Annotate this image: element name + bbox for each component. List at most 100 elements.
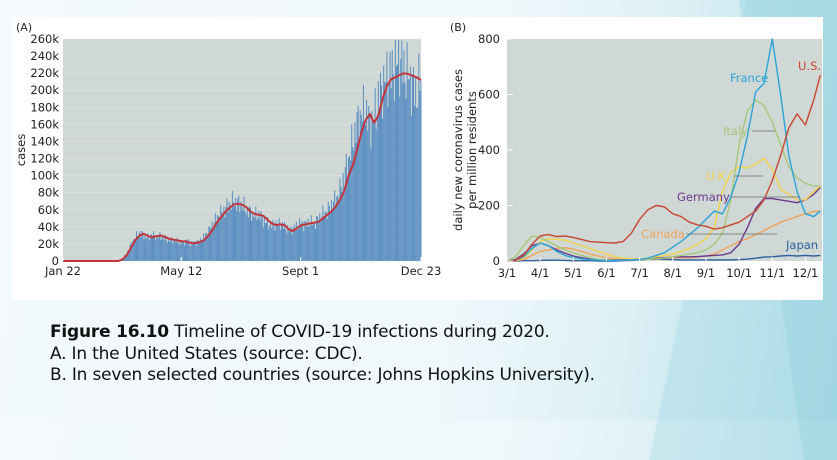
- bar: [160, 240, 162, 261]
- bar: [339, 178, 341, 261]
- series-line-japan: [507, 254, 821, 262]
- y-tick-label: 240k: [30, 49, 59, 63]
- bar: [144, 234, 146, 261]
- bar: [259, 220, 261, 261]
- bar: [330, 200, 332, 261]
- bar: [150, 234, 152, 261]
- bar: [419, 90, 421, 262]
- bar: [354, 122, 356, 261]
- bar: [393, 101, 395, 261]
- bar: [390, 88, 392, 262]
- bar: [420, 80, 422, 261]
- bar: [164, 235, 166, 261]
- bar: [255, 206, 257, 261]
- bar: [336, 196, 338, 261]
- bar: [210, 229, 212, 261]
- bar: [343, 185, 345, 261]
- bar: [241, 206, 243, 261]
- bar: [346, 178, 348, 261]
- y-tick-label: 60k: [38, 203, 60, 217]
- bar: [269, 225, 271, 261]
- bar: [335, 206, 337, 261]
- bar: [316, 215, 318, 261]
- bar: [134, 238, 136, 261]
- bar: [265, 223, 267, 261]
- bar: [177, 242, 179, 261]
- bar: [322, 205, 324, 261]
- bar: [289, 229, 291, 261]
- bar: [332, 210, 334, 261]
- bar: [351, 124, 353, 262]
- chart-a: (A) 0 20k 40k 60k 80k 100k 120k 140k 160k 180k 200…: [14, 21, 441, 278]
- chart-b: (B) 0 200 400 600 800 3/1 4/1 5/1 6/1 7/1 8/1 9/1 1…: [450, 21, 822, 280]
- bar: [157, 238, 159, 261]
- bar: [212, 229, 214, 261]
- bar: [272, 219, 274, 261]
- bar: [353, 150, 355, 261]
- x-tick-label: 3/1: [498, 266, 517, 280]
- bar: [361, 121, 363, 262]
- y-axis-title-b-line1: daily new coronavirus cases: [451, 69, 465, 231]
- bar: [392, 74, 394, 261]
- bar: [367, 130, 369, 261]
- bar: [263, 217, 265, 261]
- bar: [190, 245, 192, 261]
- bar: [342, 172, 344, 261]
- bar: [194, 241, 196, 261]
- bar: [132, 239, 134, 261]
- bar: [408, 79, 410, 261]
- bar: [308, 226, 310, 261]
- bar: [199, 237, 201, 261]
- bar: [130, 241, 132, 261]
- bar: [135, 231, 137, 261]
- bar: [294, 229, 296, 261]
- bar: [192, 244, 194, 261]
- bar: [314, 229, 316, 261]
- series-label-uk: U.K.: [706, 169, 729, 183]
- y-tick-label: 20k: [38, 237, 60, 251]
- bar: [271, 228, 273, 261]
- bar: [161, 237, 163, 261]
- bar: [329, 211, 331, 261]
- bar: [325, 211, 327, 261]
- bar: [376, 114, 378, 261]
- y-axis-title-a: cases: [14, 134, 28, 166]
- bar: [189, 244, 191, 261]
- bar: [246, 206, 248, 261]
- bar: [181, 242, 183, 261]
- bar: [258, 210, 260, 261]
- bar: [240, 201, 242, 261]
- bar: [388, 81, 390, 261]
- bar: [205, 233, 207, 261]
- bar: [414, 105, 416, 261]
- series-line-us: [506, 74, 821, 262]
- bar: [280, 224, 282, 261]
- bar: [397, 64, 399, 261]
- bar: [324, 211, 326, 261]
- bar: [147, 233, 149, 261]
- y-tick-label: 80k: [38, 186, 60, 200]
- bar: [151, 237, 153, 261]
- bar: [202, 239, 204, 261]
- bar: [328, 205, 330, 261]
- bar: [252, 211, 254, 261]
- bar: [208, 226, 210, 261]
- bar: [230, 209, 232, 261]
- bar: [300, 225, 302, 261]
- bar: [138, 235, 140, 261]
- series-line-uk: [506, 157, 821, 262]
- bar: [140, 237, 142, 261]
- x-tick-label: 8/1: [664, 266, 683, 280]
- y-axis-title-b-line2: per million residents: [465, 91, 479, 209]
- bar: [245, 213, 247, 261]
- bar: [155, 240, 157, 261]
- bar: [172, 243, 174, 261]
- bar: [128, 250, 130, 261]
- bar: [232, 202, 234, 261]
- bar: [186, 239, 188, 261]
- bar: [257, 217, 259, 261]
- bar: [215, 222, 217, 261]
- bar: [391, 50, 393, 261]
- bar: [382, 118, 384, 261]
- bar: [288, 231, 290, 261]
